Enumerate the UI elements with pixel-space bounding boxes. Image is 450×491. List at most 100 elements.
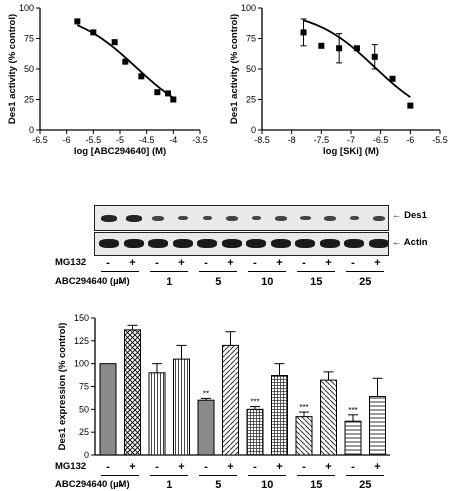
ski-y-tick-label: 0 <box>251 125 256 135</box>
actin-band <box>270 239 291 248</box>
bar-group-line <box>101 475 140 476</box>
actin-blot-label: ← Actin <box>392 237 428 248</box>
bar <box>124 329 141 456</box>
ski-data-point <box>318 42 325 49</box>
bar-y-tick-label: 50 <box>79 404 89 414</box>
bar <box>295 416 313 456</box>
bar-y-tick-label: 125 <box>74 336 89 346</box>
actin-band <box>99 239 119 248</box>
bar-group-line <box>248 475 287 476</box>
abc294640-y-tick-label: 25 <box>24 95 34 105</box>
abc294640-label-blot: ABC294640 (µM) <box>55 276 130 287</box>
bar-y-tick-label: 0 <box>84 450 89 460</box>
blot-dose-label: 5 <box>215 276 222 288</box>
blot-mg132-sign: - <box>106 257 110 269</box>
bar-group-line <box>199 475 238 476</box>
abc294640-y-tick-label: 100 <box>19 3 34 13</box>
bar <box>197 399 215 456</box>
des1-band <box>225 215 238 221</box>
ski-y-tick-label: 75 <box>246 34 256 44</box>
bar-group-line <box>297 475 336 476</box>
ski-x-tick-label: -8.5 <box>254 135 270 145</box>
des1-band <box>349 216 359 220</box>
bar <box>271 375 288 456</box>
abc294640-data-point <box>170 96 177 103</box>
ski-x-tick-label: -8 <box>288 135 296 145</box>
abc294640-x-tick-label: -6.5 <box>32 135 48 145</box>
actin-band <box>295 239 315 248</box>
ski-x-tick-label: -7.5 <box>314 135 330 145</box>
bar-mg132-sign: + <box>374 461 381 473</box>
bar-mg132-sign: - <box>351 461 355 473</box>
dose-response-abc294640-chart: 0 25 50 75 100 -6.5 -6 -5.5 -5 -4.5 -4 -3.5 log [ABC… <box>7 3 208 157</box>
des1-band <box>152 215 164 221</box>
actin-band <box>123 239 144 248</box>
ski-x-tick-label: -6 <box>406 135 414 145</box>
actin-band <box>172 239 193 248</box>
des1-expression-bar-chart: 0 25 50 75 100 125 150 Des1 expression (% contr… <box>57 313 390 460</box>
blot-group-line <box>248 271 287 272</box>
abc294640-x-tick-label: -5 <box>116 135 124 145</box>
actin-arrow-icon: ← <box>392 237 402 248</box>
bar-dose-label: 15 <box>310 479 323 491</box>
abc294640-y-axis-label: Des1 activity (% control) <box>7 14 18 124</box>
abc294640-data-point <box>122 58 129 65</box>
bar-y-tick-label: 100 <box>74 359 89 369</box>
bar-mg132-sign: + <box>276 461 283 473</box>
bar-y-tick-label: 25 <box>79 427 89 437</box>
des1-arrow-icon: ← <box>392 210 402 221</box>
bar-mg132-sign: - <box>204 461 208 473</box>
abc294640-x-tick-label: -5.5 <box>86 135 102 145</box>
significance-label: ** <box>203 389 209 398</box>
bar-mg132-sign: + <box>178 461 185 473</box>
bar-mg132-sign: - <box>253 461 257 473</box>
bar <box>320 379 337 456</box>
significance-label: *** <box>348 406 357 415</box>
blot-mg132-sign: + <box>227 257 234 269</box>
ski-x-tick-label: -6.5 <box>373 135 389 145</box>
bar <box>148 372 166 456</box>
significance-label: *** <box>250 398 259 407</box>
ski-y-tick-label: 100 <box>241 3 256 13</box>
abc294640-x-tick-label: -6 <box>63 135 71 145</box>
ski-data-point <box>407 102 414 109</box>
bar <box>344 420 362 456</box>
ski-x-axis-label: log [SKi] (M) <box>323 146 379 157</box>
abc294640-data-point <box>74 18 81 25</box>
actin-band <box>246 239 266 248</box>
bar <box>246 408 264 456</box>
bar-mg132-sign: - <box>106 461 110 473</box>
bar-y-tick-label: 150 <box>74 313 89 323</box>
bar-y-tick-label: 75 <box>79 382 89 392</box>
bar-mg132-sign: + <box>129 461 136 473</box>
ski-data-point <box>371 53 378 60</box>
blot-mg132-sign: - <box>204 257 208 269</box>
bar-dose-label: 25 <box>359 479 372 491</box>
ski-y-tick-label: 25 <box>246 95 256 105</box>
blot-dose-label: 25 <box>359 276 372 288</box>
abc294640-x-tick-label: -4 <box>169 135 177 145</box>
actin-band <box>148 239 168 248</box>
bar-mg132-sign: - <box>155 461 159 473</box>
mg132-label-bars: MG132 <box>55 461 87 472</box>
bar-group-line <box>346 475 385 476</box>
abc294640-label-bars: ABC294640 (µM) <box>55 479 130 490</box>
actin-blot-strip <box>94 232 389 256</box>
actin-band <box>344 239 364 248</box>
bar <box>369 396 386 456</box>
bar-y-axis-label: Des1 expression (% control) <box>57 323 68 451</box>
bar-mg132-sign: + <box>325 461 332 473</box>
blot-mg132-sign: - <box>253 257 257 269</box>
abc294640-data-point <box>154 89 161 96</box>
bar <box>99 363 117 456</box>
ski-y-tick-label: 50 <box>246 64 256 74</box>
des1-band <box>299 216 311 220</box>
abc294640-y-tick-label: 50 <box>24 64 34 74</box>
bar-mg132-sign: + <box>227 461 234 473</box>
des1-band <box>251 216 261 220</box>
des1-band <box>274 215 287 221</box>
abc294640-x-tick-label: -3.5 <box>192 135 208 145</box>
bar <box>222 344 239 456</box>
des1-blot-strip <box>94 205 389 231</box>
